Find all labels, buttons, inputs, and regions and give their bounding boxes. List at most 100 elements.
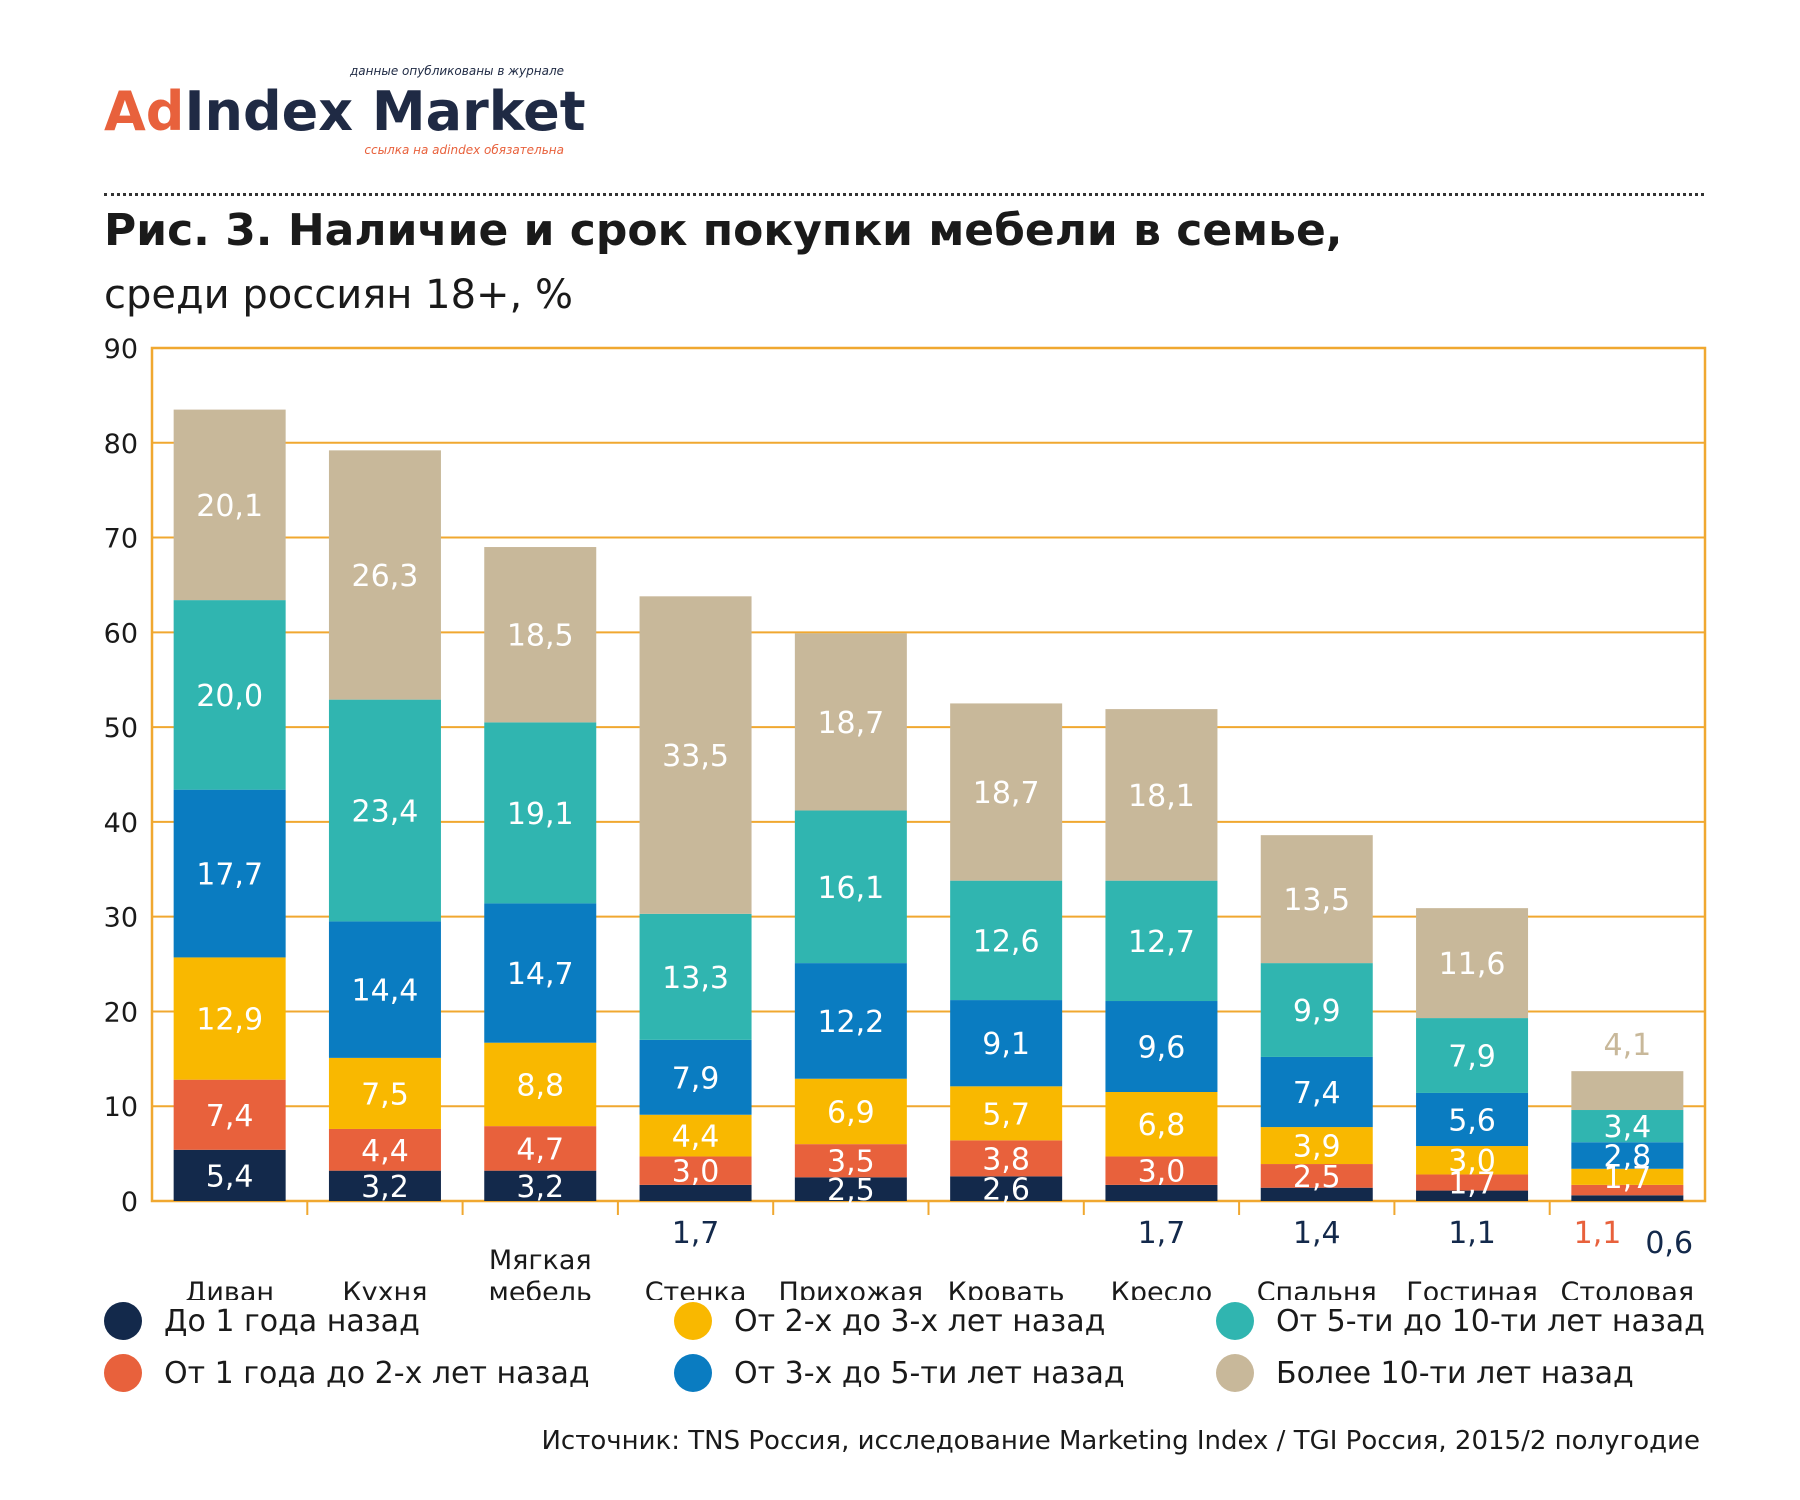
- y-tick-label: 30: [104, 903, 138, 934]
- data-label: 1,7: [1603, 1161, 1651, 1196]
- data-label: 12,9: [196, 1003, 263, 1038]
- data-label: 2,5: [1293, 1160, 1341, 1195]
- bar-segment: [1260, 1056, 1373, 1128]
- bar-segment: [173, 409, 286, 601]
- bar-segment: [328, 1170, 441, 1201]
- legend-swatch: [674, 1302, 712, 1340]
- bar-segment: [1260, 835, 1373, 964]
- bar-segment: [1571, 1142, 1684, 1169]
- data-label: 3,0: [672, 1155, 720, 1190]
- bar-segment: [484, 1170, 597, 1201]
- data-label: 9,1: [982, 1027, 1030, 1062]
- legend-item: До 1 года назад: [104, 1302, 420, 1340]
- x-category-label: Мягкая: [489, 1245, 592, 1276]
- stacked-bar-chart: 0 10 20 30 40 50 60 70 80 90 5,4 7,4 12,9 17,7 20,0 20,…: [104, 334, 1707, 1300]
- legend-item: Более 10-ти лет назад: [1216, 1354, 1634, 1392]
- legend-label: От 1 года до 2-х лет назад: [164, 1355, 590, 1391]
- x-category-label: Столовая: [1561, 1277, 1695, 1300]
- data-label: 19,1: [507, 797, 574, 832]
- bar-segment: [950, 1176, 1063, 1201]
- bar-segment: [1571, 1195, 1684, 1201]
- legend-label: От 3-х до 5-ти лет назад: [734, 1355, 1125, 1391]
- bar-segment: [328, 1057, 441, 1129]
- bar-segment: [1105, 1092, 1218, 1157]
- data-label: 12,7: [1128, 925, 1195, 960]
- data-label: 18,5: [507, 619, 574, 654]
- data-label: 18,1: [1128, 779, 1195, 814]
- legend-label: Более 10-ти лет назад: [1276, 1355, 1634, 1391]
- data-label: 4,7: [516, 1132, 564, 1167]
- bar-segment: [794, 1078, 907, 1145]
- x-category-label: Прихожая: [779, 1277, 924, 1300]
- legend-label: До 1 года назад: [164, 1303, 420, 1339]
- legend-swatch: [674, 1354, 712, 1392]
- x-category-label: Кровать: [948, 1277, 1065, 1300]
- bar-segment: [173, 789, 286, 958]
- chart-subtitle: среди россиян 18+, %: [104, 272, 573, 318]
- bar-segment: [1416, 1092, 1529, 1147]
- data-label: 2,5: [827, 1173, 875, 1208]
- bar-segment: [639, 1114, 752, 1157]
- legend-swatch: [104, 1302, 142, 1340]
- data-label: 12,6: [973, 924, 1040, 959]
- y-tick-label: 80: [104, 429, 138, 460]
- bar-segment: [794, 1177, 907, 1201]
- legend-item: От 1 года до 2-х лет назад: [104, 1354, 590, 1392]
- bar-segment: [950, 1086, 1063, 1141]
- bar-segment: [1416, 1018, 1529, 1093]
- data-label: 4,4: [672, 1120, 720, 1155]
- data-label: 7,5: [361, 1077, 409, 1112]
- x-category-label: Диван: [185, 1277, 274, 1300]
- bar-segment: [639, 596, 752, 914]
- data-label: 3,4: [1603, 1110, 1651, 1145]
- y-tick-label: 50: [104, 713, 138, 744]
- bar-segment: [173, 600, 286, 790]
- data-label: 3,2: [516, 1170, 564, 1205]
- data-label: 13,5: [1283, 883, 1350, 918]
- bar-segment: [1416, 1190, 1529, 1201]
- data-label: 20,0: [196, 679, 263, 714]
- data-label: 1,1: [1448, 1216, 1496, 1251]
- data-label: 4,4: [361, 1134, 409, 1169]
- data-label: 6,8: [1138, 1108, 1186, 1143]
- data-label: 9,6: [1138, 1031, 1186, 1066]
- data-label: 14,7: [507, 957, 574, 992]
- data-label: 7,9: [1448, 1040, 1496, 1075]
- bar-segment: [950, 703, 1063, 881]
- data-label: 23,4: [352, 795, 419, 830]
- bar-segment: [1260, 963, 1373, 1057]
- data-label: 20,1: [196, 489, 263, 524]
- legend-label: От 2-х до 3-х лет назад: [734, 1303, 1106, 1339]
- data-label: 5,6: [1448, 1103, 1496, 1138]
- data-label: 2,6: [982, 1173, 1030, 1208]
- bar-segment: [639, 1039, 752, 1115]
- bar-segment: [1105, 1001, 1218, 1093]
- bar-segment: [484, 1126, 597, 1171]
- bar-segment: [328, 699, 441, 922]
- x-category-label: Спальня: [1257, 1277, 1377, 1300]
- x-category-label: Кухня: [342, 1277, 427, 1300]
- data-label: 1,1: [1574, 1216, 1622, 1251]
- data-label: 9,9: [1293, 994, 1341, 1029]
- data-label: 7,9: [672, 1061, 720, 1096]
- legend-swatch: [1216, 1302, 1254, 1340]
- y-tick-label: 90: [104, 334, 138, 365]
- bar-segment: [1105, 709, 1218, 881]
- bar-segment: [1105, 1156, 1218, 1185]
- bar-segment: [1571, 1184, 1684, 1196]
- bar-segment: [484, 1042, 597, 1127]
- data-label: 6,9: [827, 1095, 875, 1130]
- y-tick-label: 70: [104, 524, 138, 555]
- bar-segment: [484, 547, 597, 723]
- legend-item: От 3-х до 5-ти лет назад: [674, 1354, 1125, 1392]
- data-label: 26,3: [352, 559, 419, 594]
- bar-segment: [484, 903, 597, 1043]
- data-label: 16,1: [817, 871, 884, 906]
- data-label: 8,8: [516, 1068, 564, 1103]
- data-label: 0,6: [1645, 1226, 1693, 1261]
- y-tick-label: 20: [104, 997, 138, 1028]
- bar-segment: [794, 963, 907, 1079]
- y-tick-label: 0: [121, 1187, 138, 1218]
- logo-tagline-bottom: ссылка на adindex обязательна: [364, 143, 564, 157]
- source-note: Источник: TNS Россия, исследование Marke…: [541, 1426, 1700, 1456]
